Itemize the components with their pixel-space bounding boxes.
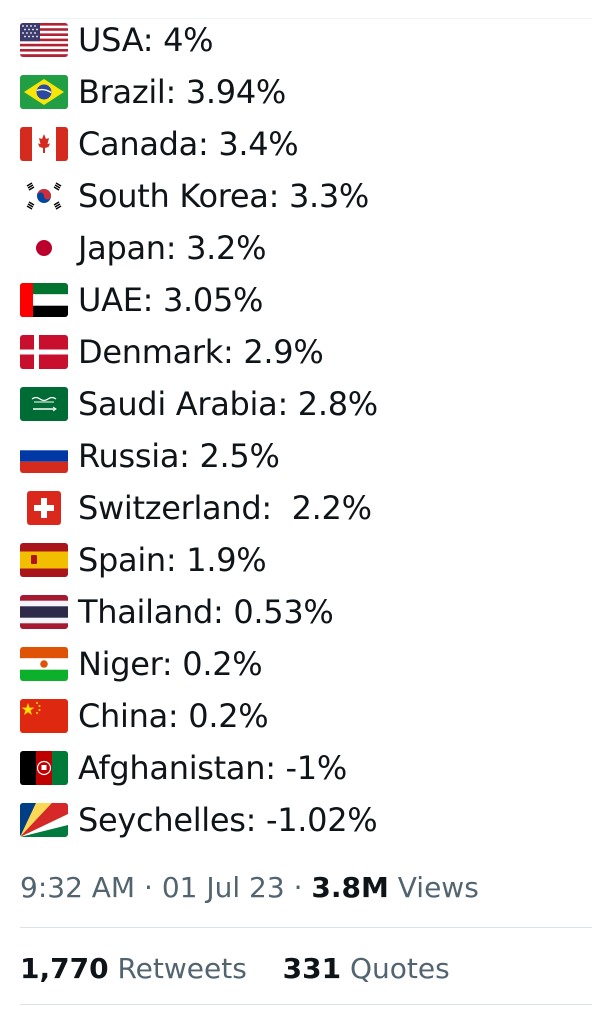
niger-flag-icon [20, 647, 68, 681]
list-item: Denmark: 2.9% [20, 326, 600, 378]
list-item: UAE: 3.05% [20, 274, 600, 326]
japan-flag-icon [20, 231, 68, 265]
list-item: Russia: 2.5% [20, 430, 600, 482]
quotes-label: Quotes [349, 952, 450, 985]
list-item: Canada: 3.4% [20, 118, 600, 170]
list-item: Brazil: 3.94% [20, 66, 600, 118]
retweets-count: 1,770 [20, 952, 109, 985]
engagement-stats: 1,770 Retweets 331 Quotes [20, 949, 450, 989]
retweets-label: Retweets [117, 952, 247, 985]
country-rate-text: South Korea: 3.3% [78, 177, 370, 215]
list-item: Niger: 0.2% [20, 638, 600, 690]
country-rate-text: Niger: 0.2% [78, 645, 263, 683]
tweet-time-link[interactable]: 9:32 AM [20, 871, 136, 904]
country-rate-text: Brazil: 3.94% [78, 73, 287, 111]
list-item: Switzerland: 2.2% [20, 482, 600, 534]
country-rate-text: China: 0.2% [78, 697, 269, 735]
quotes-count: 331 [282, 952, 342, 985]
top-divider [20, 18, 592, 19]
list-item: Saudi Arabia: 2.8% [20, 378, 600, 430]
country-rate-text: Switzerland: 2.2% [78, 489, 372, 527]
views-label: Views [397, 871, 479, 904]
thailand-flag-icon [20, 595, 68, 629]
list-item: Afghanistan: -1% [20, 742, 600, 794]
list-item: Japan: 3.2% [20, 222, 600, 274]
brazil-flag-icon [20, 75, 68, 109]
meta-separator: · [144, 871, 153, 904]
views-count: 3.8M [311, 871, 389, 904]
country-rate-text: Japan: 3.2% [78, 229, 267, 267]
seychelles-flag-icon [20, 803, 68, 837]
country-rate-text: Spain: 1.9% [78, 541, 267, 579]
russia-flag-icon [20, 439, 68, 473]
saudi-arabia-flag-icon [20, 387, 68, 421]
list-item: China: 0.2% [20, 690, 600, 742]
divider [20, 927, 592, 928]
country-rate-text: UAE: 3.05% [78, 281, 264, 319]
country-rate-text: Canada: 3.4% [78, 125, 299, 163]
afghanistan-flag-icon [20, 751, 68, 785]
country-rate-text: Saudi Arabia: 2.8% [78, 385, 378, 423]
tweet-text: USA: 4% Brazil: 3.94% Canada: 3.4% [20, 14, 600, 846]
list-item: Spain: 1.9% [20, 534, 600, 586]
country-rate-text: Thailand: 0.53% [78, 593, 334, 631]
tweet-meta: 9:32 AM · 01 Jul 23 · 3.8M Views [20, 868, 479, 908]
denmark-flag-icon [20, 335, 68, 369]
canada-flag-icon [20, 127, 68, 161]
retweets-link[interactable]: 1,770 Retweets [20, 952, 256, 985]
uae-flag-icon [20, 283, 68, 317]
country-rate-text: Denmark: 2.9% [78, 333, 324, 371]
divider [20, 1004, 592, 1005]
meta-separator: · [293, 871, 303, 904]
list-item: Thailand: 0.53% [20, 586, 600, 638]
usa-flag-icon [20, 23, 68, 57]
list-item: Seychelles: -1.02% [20, 794, 600, 846]
country-rate-text: Russia: 2.5% [78, 437, 280, 475]
spain-flag-icon [20, 543, 68, 577]
country-rate-text: USA: 4% [78, 21, 214, 59]
china-flag-icon [20, 699, 68, 733]
list-item: South Korea: 3.3% [20, 170, 600, 222]
country-rate-text: Seychelles: -1.02% [78, 801, 378, 839]
list-item: USA: 4% [20, 14, 600, 66]
switzerland-flag-icon [27, 491, 61, 525]
quotes-link[interactable]: 331 Quotes [283, 952, 450, 985]
tweet-date-link[interactable]: 01 Jul 23 [161, 871, 285, 904]
country-rate-text: Afghanistan: -1% [78, 749, 347, 787]
south-korea-flag-icon [20, 179, 68, 213]
